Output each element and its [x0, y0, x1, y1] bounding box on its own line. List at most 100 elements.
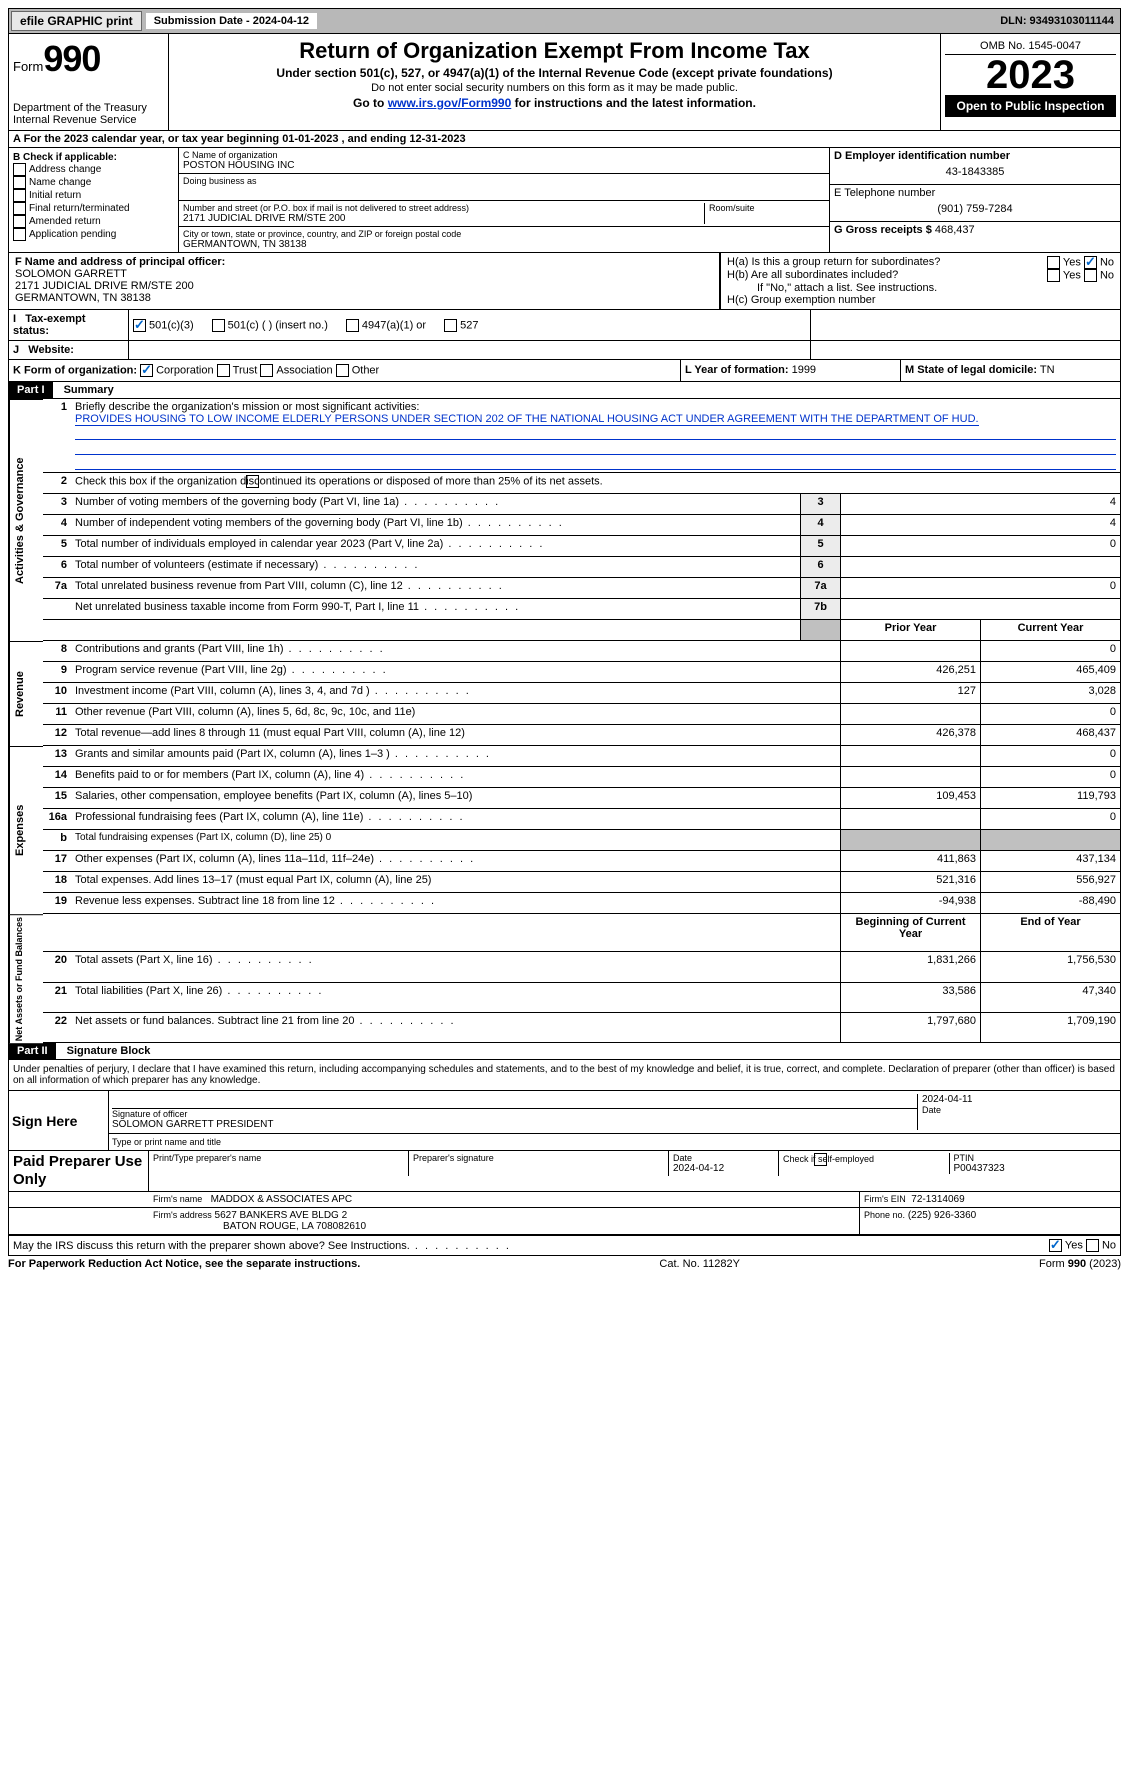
discuss-no[interactable]: [1086, 1239, 1099, 1252]
line-17-desc: Other expenses (Part IX, column (A), lin…: [71, 851, 840, 872]
form-word: Form: [13, 59, 43, 74]
line-16a-no: 16a: [43, 809, 71, 830]
chk-discontinued[interactable]: [246, 475, 259, 488]
chk-trust[interactable]: [217, 364, 230, 377]
line-12-no: 12: [43, 725, 71, 746]
chk-address-change[interactable]: [13, 163, 26, 176]
line-16b-desc: Total fundraising expenses (Part IX, col…: [71, 830, 840, 851]
row-a-tax-year: A For the 2023 calendar year, or tax yea…: [8, 131, 1121, 148]
row-j: J Website:: [8, 341, 1121, 360]
current-13: 0: [980, 746, 1120, 767]
end-22: 1,709,190: [980, 1013, 1120, 1043]
vtab-revenue: Revenue: [9, 641, 43, 746]
type-name-label: Type or print name and title: [109, 1133, 1120, 1150]
b-label: B Check if applicable:: [13, 152, 174, 163]
prior-15: 109,453: [840, 788, 980, 809]
row-fh: F Name and address of principal officer:…: [8, 253, 1121, 310]
chk-assoc[interactable]: [260, 364, 273, 377]
city-value: GERMANTOWN, TN 38138: [183, 239, 825, 250]
line-22-no: 22: [43, 1013, 71, 1043]
form-subtitle-1: Under section 501(c), 527, or 4947(a)(1)…: [173, 66, 936, 80]
ein-value: 43-1843385: [834, 162, 1116, 182]
prior-11: [840, 704, 980, 725]
col-c-org: C Name of organization POSTON HOUSING IN…: [179, 148, 830, 252]
line-3-no: 3: [43, 494, 71, 515]
val-3: 4: [840, 494, 1120, 515]
discuss-text: May the IRS discuss this return with the…: [13, 1240, 511, 1252]
i-label: I Tax-exempt status:: [9, 310, 129, 340]
col-h: H(a) Is this a group return for subordin…: [720, 253, 1120, 309]
ptin-value: P00437323: [954, 1163, 1117, 1174]
line-2-no: 2: [43, 473, 71, 494]
prior-16b: [840, 830, 980, 851]
line-16a-desc: Professional fundraising fees (Part IX, …: [71, 809, 840, 830]
prep-date-label: Date: [673, 1153, 774, 1163]
form-title: Return of Organization Exempt From Incom…: [173, 38, 936, 64]
header-right: OMB No. 1545-0047 2023 Open to Public In…: [940, 34, 1120, 130]
line-21-desc: Total liabilities (Part X, line 26): [71, 983, 840, 1013]
prior-17: 411,863: [840, 851, 980, 872]
current-15: 119,793: [980, 788, 1120, 809]
irs-link[interactable]: www.irs.gov/Form990: [388, 96, 512, 110]
prep-date: 2024-04-12: [673, 1163, 774, 1174]
prior-13: [840, 746, 980, 767]
street-label: Number and street (or P.O. box if mail i…: [183, 203, 700, 213]
chk-527[interactable]: [444, 319, 457, 332]
hdr-spacer-box: [800, 620, 840, 641]
line-14-desc: Benefits paid to or for members (Part IX…: [71, 767, 840, 788]
line-6-no: 6: [43, 557, 71, 578]
firm-ein: 72-1314069: [911, 1194, 964, 1205]
chk-501c3[interactable]: [133, 319, 146, 332]
line-2-desc: Check this box if the organization disco…: [71, 473, 1120, 494]
hdr-spacer-no: [43, 620, 71, 641]
line-7a-no: 7a: [43, 578, 71, 599]
line-9-desc: Program service revenue (Part VIII, line…: [71, 662, 840, 683]
line-20-no: 20: [43, 952, 71, 982]
chk-amended[interactable]: [13, 215, 26, 228]
chk-initial-return[interactable]: [13, 189, 26, 202]
prior-14: [840, 767, 980, 788]
l-year: L Year of formation: 1999: [680, 360, 900, 381]
chk-final-return[interactable]: [13, 202, 26, 215]
begin-20: 1,831,266: [840, 952, 980, 982]
section-bcd: B Check if applicable: Address change Na…: [8, 148, 1121, 253]
ha-no[interactable]: [1084, 256, 1097, 269]
chk-corp[interactable]: [140, 364, 153, 377]
efile-print-button[interactable]: efile GRAPHIC print: [11, 11, 142, 31]
i-right-empty: [810, 310, 1120, 340]
d-ein-label: D Employer identification number: [834, 150, 1116, 162]
firm-phone-label: Phone no.: [864, 1210, 905, 1220]
line-7a-desc: Total unrelated business revenue from Pa…: [71, 578, 800, 599]
current-8: 0: [980, 641, 1120, 662]
chk-name-change[interactable]: [13, 176, 26, 189]
chk-4947[interactable]: [346, 319, 359, 332]
col-d-right: D Employer identification number 43-1843…: [830, 148, 1120, 252]
line-14-no: 14: [43, 767, 71, 788]
hdr-begin-year: Beginning of Current Year: [840, 914, 980, 952]
chk-other[interactable]: [336, 364, 349, 377]
hdr-na-no: [43, 914, 71, 952]
line-5-no: 5: [43, 536, 71, 557]
discuss-yes[interactable]: [1049, 1239, 1062, 1252]
chk-501c[interactable]: [212, 319, 225, 332]
hb-yes[interactable]: [1047, 269, 1060, 282]
part2-badge: Part II: [9, 1043, 56, 1059]
line-8-desc: Contributions and grants (Part VIII, lin…: [71, 641, 840, 662]
line-16b-no: b: [43, 830, 71, 851]
preparer-row3: Firm's address 5627 BANKERS AVE BLDG 2BA…: [9, 1207, 1120, 1234]
begin-22: 1,797,680: [840, 1013, 980, 1043]
val-6: [840, 557, 1120, 578]
chk-self-employed[interactable]: [814, 1153, 827, 1166]
line-18-desc: Total expenses. Add lines 13–17 (must eq…: [71, 872, 840, 893]
g-gross-label: G Gross receipts $: [834, 224, 932, 236]
hb-no[interactable]: [1084, 269, 1097, 282]
header-left: Form990 Department of the Treasury Inter…: [9, 34, 169, 130]
line-10-desc: Investment income (Part VIII, column (A)…: [71, 683, 840, 704]
hdr-na-desc: [71, 914, 840, 952]
firm-phone: (225) 926-3360: [908, 1210, 976, 1221]
sign-here-label: Sign Here: [9, 1090, 109, 1150]
part1-title: Summary: [56, 384, 114, 396]
line-4-no: 4: [43, 515, 71, 536]
chk-app-pending[interactable]: [13, 228, 26, 241]
ha-yes[interactable]: [1047, 256, 1060, 269]
